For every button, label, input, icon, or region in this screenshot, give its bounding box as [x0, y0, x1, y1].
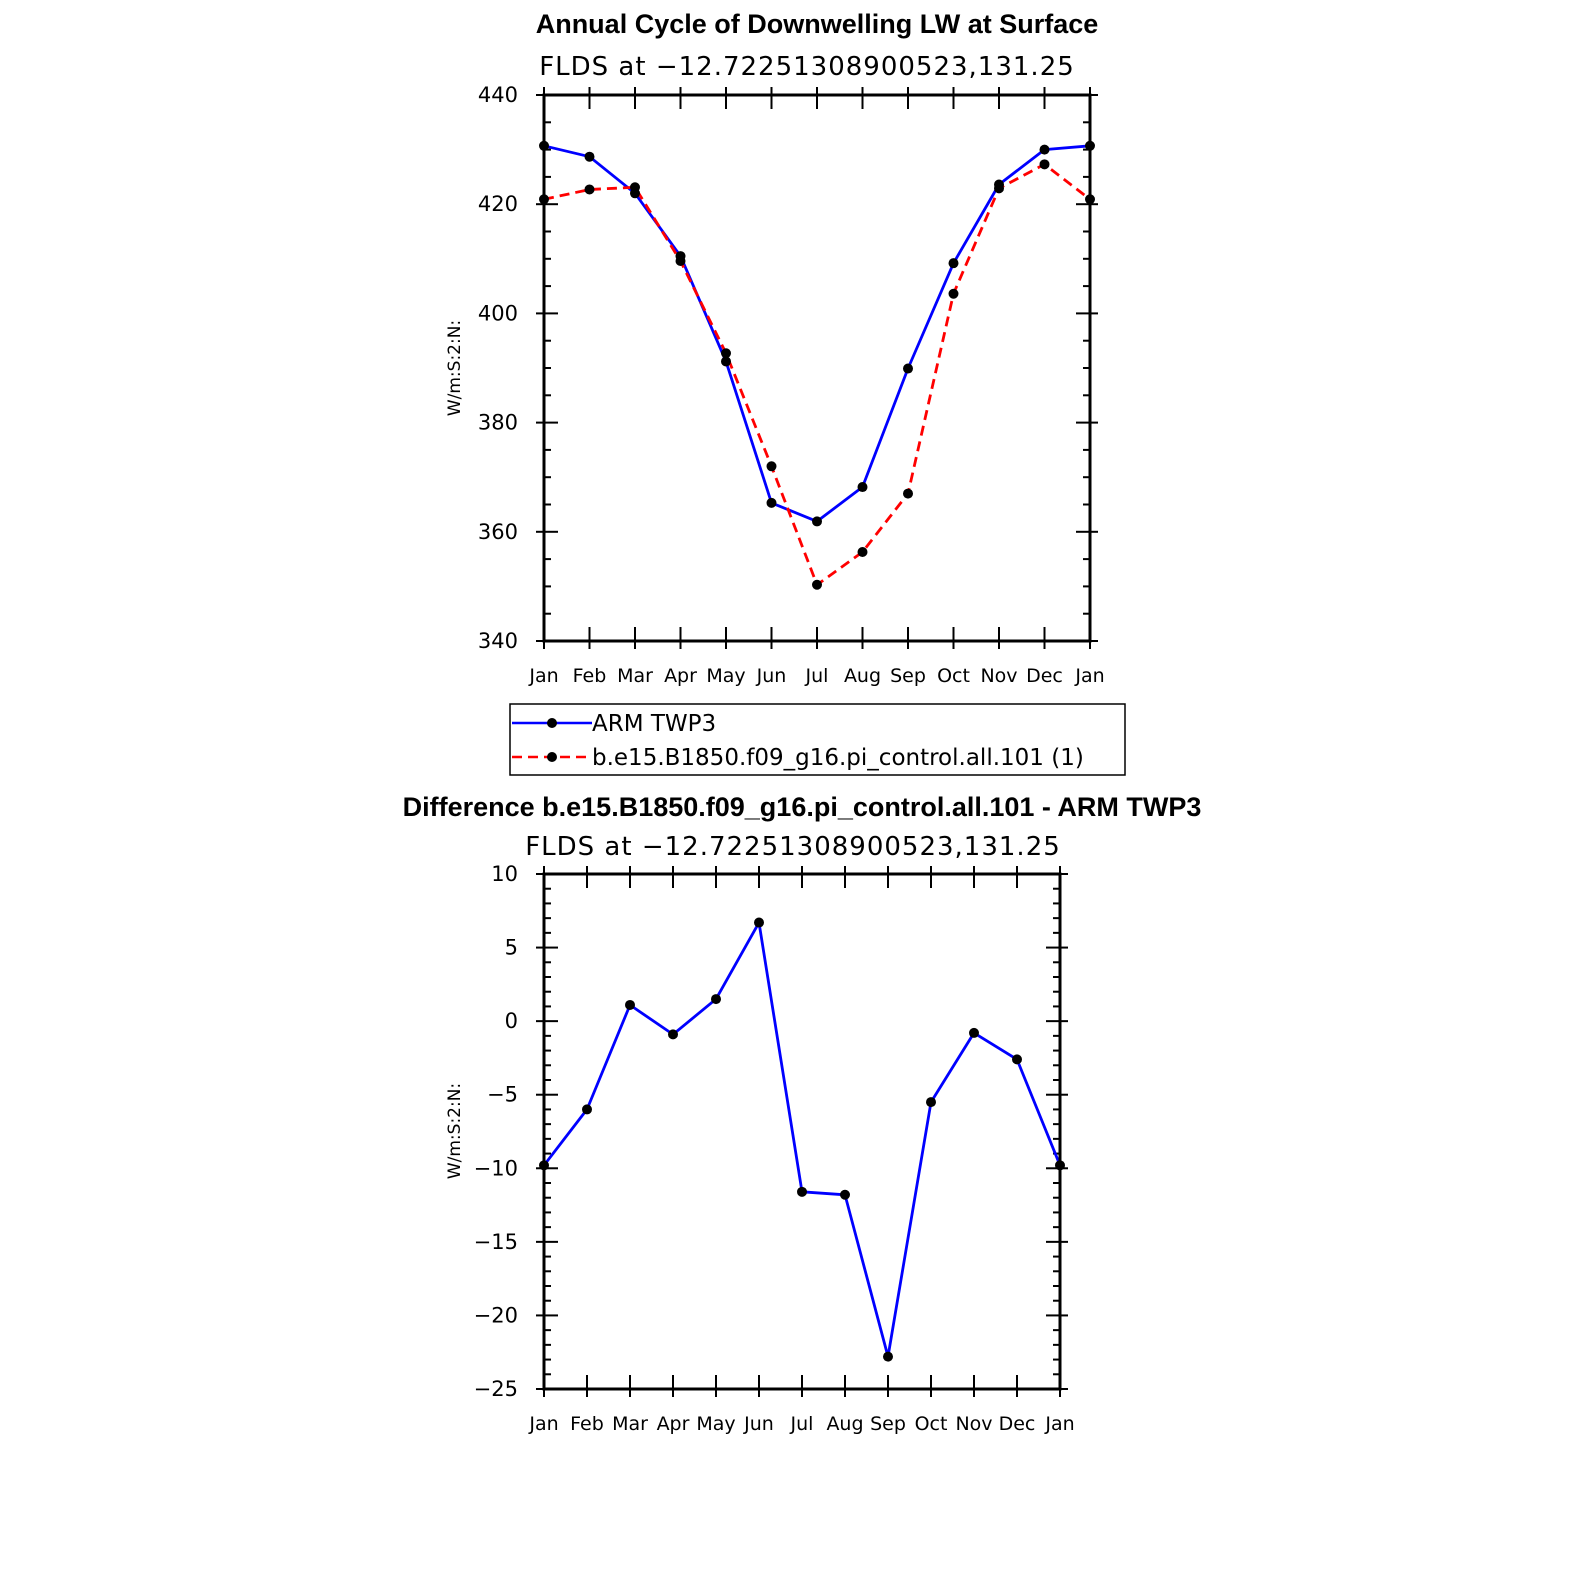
series-0-point	[668, 1029, 678, 1040]
series-1-point	[630, 182, 640, 193]
y-tick-label: −20	[474, 1303, 518, 1327]
y-tick-label: 400	[478, 301, 518, 325]
bottom-chart-y-tick-labels: 10 5 0 −5 −10 −15 −20 −25	[474, 862, 518, 1401]
y-tick-label: 10	[491, 862, 518, 886]
series-0-point	[625, 999, 635, 1010]
series-1-point	[584, 184, 595, 195]
y-tick-label: 380	[478, 411, 518, 435]
series-0-point	[766, 497, 777, 508]
x-tick-label: May	[696, 1413, 735, 1435]
top-chart-x-tick-labels: Jan Feb Mar Apr May Jun Jul Aug Sep Oct Nov Dec Jan	[528, 665, 1104, 687]
x-tick-label: Jan	[1044, 1413, 1074, 1435]
x-tick-label: Apr	[657, 1413, 690, 1435]
series-0-point	[711, 994, 721, 1005]
legend-label-arm: ARM TWP3	[592, 711, 716, 737]
series-0-point	[797, 1186, 807, 1197]
x-tick-label: Sep	[870, 1413, 906, 1435]
bottom-chart-x-tick-labels: Jan Feb Mar Apr May Jun Jul Aug Sep Oct Nov Dec Jan	[528, 1413, 1074, 1435]
series-0-point	[754, 917, 764, 928]
x-tick-label: Mar	[617, 665, 653, 687]
series-1-point	[812, 579, 822, 590]
series-0-point	[840, 1189, 850, 1200]
top-chart-title: Annual Cycle of Downwelling LW at Surfac…	[536, 9, 1099, 39]
series-1-point	[766, 461, 777, 472]
y-tick-label: −10	[474, 1156, 518, 1180]
top-chart-y-tick-labels: 440 420 400 380 360 340	[478, 83, 518, 653]
series-0-point	[582, 1104, 592, 1115]
series-0-point	[926, 1097, 936, 1108]
bottom-chart-y-axis-label: W/m:S:2:N:	[445, 1083, 465, 1179]
series-0-point	[857, 482, 868, 493]
top-chart-y-axis-label: W/m:S:2:N:	[445, 320, 465, 416]
x-tick-label: Oct	[937, 665, 970, 687]
top-chart-subtitle: FLDS at −12.72251308900523,131.25	[539, 52, 1075, 82]
bottom-chart-series	[539, 917, 1065, 1362]
series-1-point	[903, 488, 913, 499]
x-tick-label: Dec	[999, 1413, 1036, 1435]
x-tick-label: Mar	[612, 1413, 648, 1435]
x-tick-label: Jun	[743, 1413, 774, 1435]
x-tick-label: Jan	[1074, 665, 1104, 687]
legend-label-model: b.e15.B1850.f09_g16.pi_control.all.101 (…	[592, 745, 1084, 771]
x-tick-label: May	[706, 665, 745, 687]
x-tick-label: Jan	[528, 665, 558, 687]
y-tick-label: 420	[478, 192, 518, 216]
series-1-point	[857, 547, 868, 558]
legend-box	[509, 703, 1126, 776]
y-tick-label: −5	[487, 1083, 518, 1107]
y-tick-label: 0	[505, 1009, 518, 1033]
x-tick-label: Feb	[570, 1413, 604, 1435]
series-0-point	[721, 356, 731, 367]
x-tick-label: Jul	[790, 1413, 814, 1435]
top-chart-series	[539, 140, 1095, 590]
x-tick-label: Nov	[980, 665, 1017, 687]
legend: ARM TWP3 b.e15.B1850.f09_g16.pi_control.…	[509, 703, 1126, 776]
x-tick-label: Jan	[528, 1413, 558, 1435]
series-0-point	[948, 258, 959, 269]
x-tick-label: Jun	[756, 665, 787, 687]
bottom-chart-title: Difference b.e15.B1850.f09_g16.pi_contro…	[403, 792, 1202, 822]
series-1-point	[675, 255, 686, 266]
x-tick-label: Apr	[664, 665, 697, 687]
series-line-0	[542, 921, 1062, 1358]
series-1-point	[1039, 159, 1050, 170]
x-tick-label: Aug	[826, 1413, 863, 1435]
series-0-point	[883, 1351, 893, 1362]
series-1-point	[721, 348, 731, 359]
bottom-chart-ticks	[536, 866, 1068, 1397]
top-chart: Annual Cycle of Downwelling LW at Surfac…	[445, 9, 1105, 687]
top-chart-plot-frame	[542, 93, 1092, 643]
bottom-chart: Difference b.e15.B1850.f09_g16.pi_contro…	[403, 792, 1202, 1435]
x-tick-label: Sep	[890, 665, 926, 687]
x-tick-label: Jul	[805, 665, 829, 687]
series-0-point	[1039, 144, 1050, 155]
series-line-0	[543, 144, 1091, 523]
y-tick-label: 5	[505, 936, 518, 960]
legend-marker-model	[547, 752, 557, 762]
bottom-chart-subtitle: FLDS at −12.72251308900523,131.25	[525, 832, 1061, 862]
y-tick-label: −25	[474, 1377, 518, 1401]
top-chart-ticks	[536, 87, 1098, 649]
series-0-point	[812, 516, 822, 527]
series-0-point	[584, 151, 595, 162]
series-0-point	[903, 363, 913, 374]
series-0-point	[969, 1027, 979, 1038]
x-tick-label: Dec	[1026, 665, 1063, 687]
legend-marker-arm	[547, 718, 557, 728]
bottom-chart-plot-frame	[542, 872, 1062, 1391]
y-tick-label: 360	[478, 520, 518, 544]
series-1-point	[948, 288, 959, 299]
x-tick-label: Oct	[915, 1413, 948, 1435]
series-1-point	[994, 183, 1004, 194]
series-0-point	[1012, 1054, 1022, 1065]
x-tick-label: Nov	[955, 1413, 992, 1435]
y-tick-label: −15	[474, 1230, 518, 1254]
x-tick-label: Aug	[844, 665, 881, 687]
y-tick-label: 340	[478, 629, 518, 653]
x-tick-label: Feb	[573, 665, 607, 687]
y-tick-label: 440	[478, 83, 518, 107]
